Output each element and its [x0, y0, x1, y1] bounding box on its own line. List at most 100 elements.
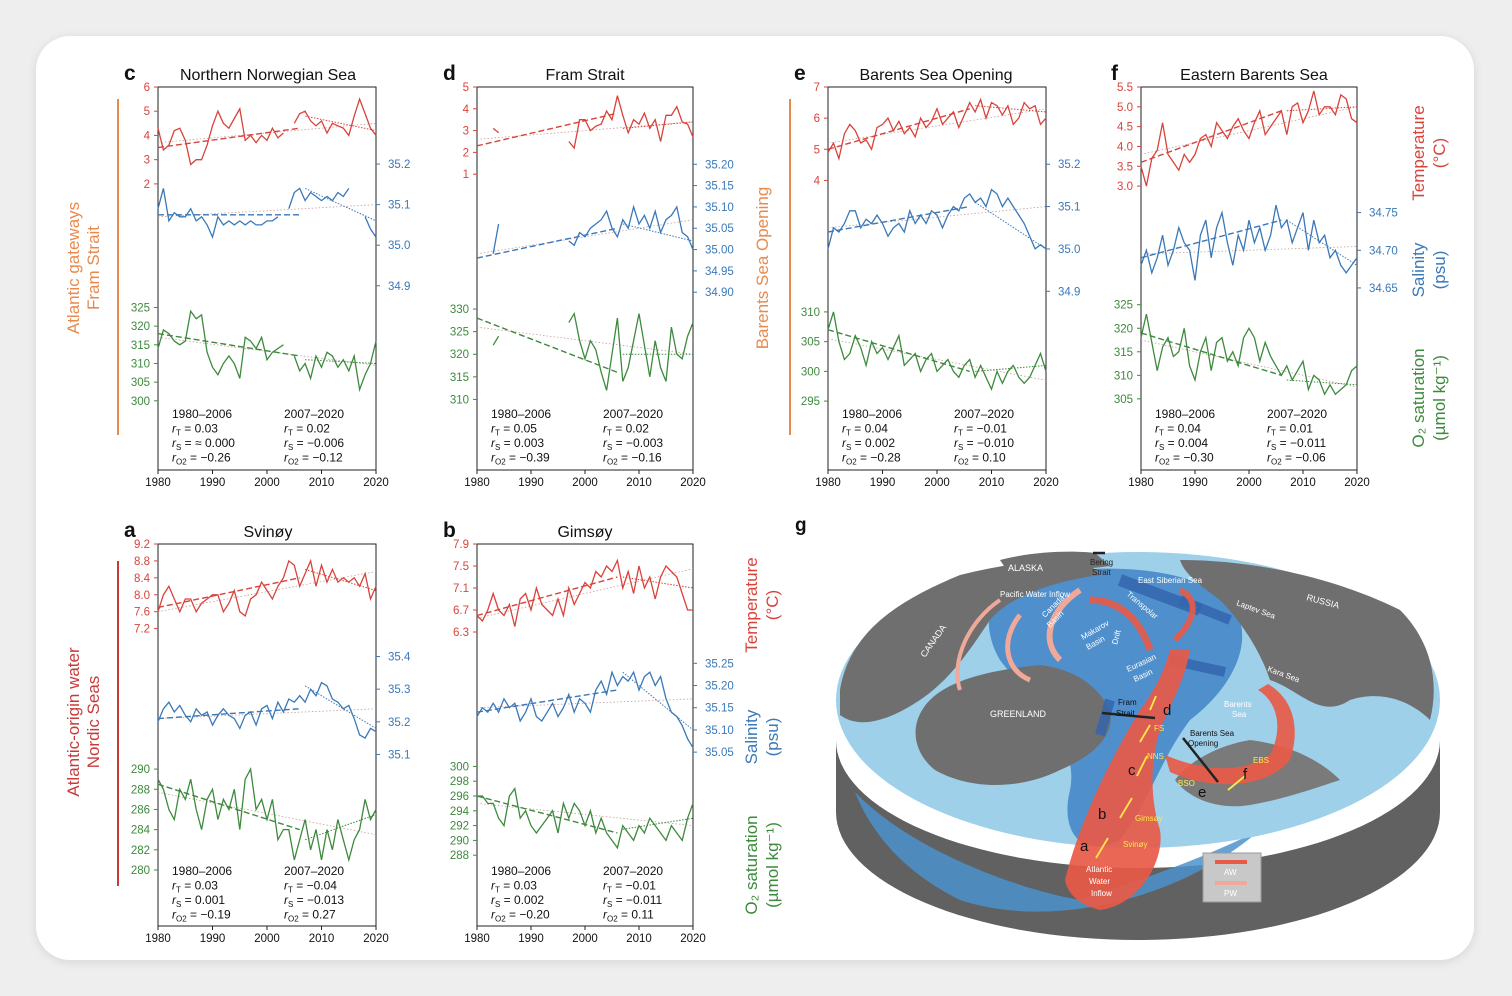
stats-col2-line: rT = −0.01 [603, 879, 656, 895]
oxygen-series-line [157, 767, 377, 863]
oxygen-tick-label: 305 [801, 337, 820, 349]
x-tick-label: 1990 [200, 933, 226, 945]
x-tick-label: 2020 [1033, 477, 1059, 489]
bering-label-2: Strait [1092, 568, 1111, 577]
temperature-series-line [827, 97, 1047, 161]
oxygen-trend-1980-2006 [157, 783, 300, 831]
panel-title: Gimsøy [557, 524, 612, 541]
salinity-tick-label: 35.10 [705, 202, 734, 214]
salinity-trend-2007-2020 [622, 223, 694, 242]
aw-inflow-arrow [1065, 650, 1190, 910]
temperature-label-bottom: Temperature [742, 557, 761, 652]
oxygen-tick-label: 286 [131, 804, 150, 816]
temperature-unit-bottom: (°C) [763, 590, 782, 620]
stats-col2-line: rS = −0.011 [603, 893, 662, 909]
atlantic-origin-label: Atlantic-origin water [64, 647, 83, 797]
stats-col1-line: 1980–2006 [1155, 407, 1215, 421]
salinity-tick-label: 34.9 [388, 281, 410, 293]
temperature-trend-1980-2006 [1140, 110, 1282, 163]
x-tick-label: 2010 [1290, 477, 1316, 489]
panel-title: Svinøy [244, 524, 293, 541]
salinity-tick-label: 35.2 [1058, 159, 1080, 171]
salinity-unit-top: (psu) [1430, 251, 1449, 290]
stats-col2-line: rO2 = 0.10 [954, 451, 1006, 467]
map-letter-d: d [1163, 702, 1171, 719]
salinity-trend-2007-2020 [304, 187, 377, 222]
stats-col2-line: rS = −0.013 [284, 893, 344, 909]
x-tick-label: 1980 [464, 477, 490, 489]
salinity-tick-label: 35.1 [388, 749, 410, 761]
alaska-label: ALASKA [1008, 563, 1043, 573]
salinity-tick-label: 35.05 [705, 223, 734, 235]
salinity-series-line [157, 681, 377, 739]
right-axis-labels-bottom: Temperature (°C) Salinity (psu) O₂ satur… [742, 557, 782, 914]
oxygen-series-line [1140, 313, 1358, 396]
oxygen-longterm-fit [157, 791, 377, 836]
panel-letter: e [794, 62, 806, 85]
bso-label-1: Barents Sea [1190, 729, 1235, 738]
salinity-longterm-fit [827, 206, 1047, 229]
temperature-trend-1980-2006 [827, 108, 970, 150]
atlantic-gateways-label: Atlantic gateways [64, 202, 83, 334]
bso-section [1182, 737, 1219, 783]
chart-panel-a: a Svinøy 1980 1990 2000 2010 2020 7.2 7.6 8.0 8.4 8… [124, 519, 411, 945]
stats-col1-line: 1980–2006 [491, 407, 551, 421]
oxygen-trend-1980-2006 [157, 332, 300, 357]
salinity-series-line [827, 188, 1047, 250]
panel-letter: c [124, 62, 136, 85]
stats-col1-line: rS = ≈ 0.000 [172, 436, 235, 452]
stats-col1-line: 1980–2006 [842, 407, 902, 421]
stats-col2-line: rT = 0.02 [284, 422, 330, 438]
pw-arrow-2 [1005, 613, 1032, 683]
aw-arctic-loop [1089, 596, 1154, 652]
temperature-tick-label: 3 [463, 126, 469, 138]
temperature-tick-label: 1 [463, 169, 469, 181]
salinity-series-line [476, 670, 694, 749]
salinity-tick-label: 35.2 [388, 159, 410, 171]
temperature-trend-1980-2006 [476, 576, 618, 617]
temperature-longterm-fit [1140, 106, 1358, 155]
barents-opening-group-label: Barents Sea Opening [753, 187, 772, 350]
map-land-alaska [1000, 551, 1110, 575]
oxygen-series-line [492, 311, 694, 391]
chart-panel-f: f Eastern Barents Sea 1980 1990 2000 2010 2020… [1111, 62, 1398, 489]
temperature-tick-label: 8.8 [134, 556, 150, 568]
oxygen-tick-label: 325 [1114, 300, 1133, 312]
temperature-trend-2007-2020 [622, 121, 694, 129]
temperature-tick-label: 4 [814, 175, 821, 187]
oxygen-tick-label: 290 [450, 835, 469, 847]
salinity-tick-label: 35.1 [1058, 202, 1080, 214]
temperature-longterm-fit [476, 121, 694, 140]
oxygen-unit-top: (µmol kg⁻¹) [1430, 355, 1449, 441]
salinity-tick-label: 35.20 [705, 159, 734, 171]
oxygen-tick-label: 282 [131, 845, 150, 857]
temperature-tick-label: 7.6 [134, 607, 150, 619]
salinity-tick-label: 35.2 [388, 717, 410, 729]
salinity-tick-label: 34.75 [1369, 208, 1398, 220]
temperature-tick-label: 5 [463, 82, 469, 94]
oxygen-tick-label: 325 [131, 302, 150, 314]
temperature-tick-label: 8.0 [134, 590, 150, 602]
oxygen-series-line [827, 311, 1047, 392]
temperature-tick-label: 7.9 [453, 539, 469, 551]
oxygen-tick-label: 288 [450, 850, 469, 862]
fram-outflow-arrow [1095, 698, 1115, 737]
x-tick-label: 2020 [363, 477, 389, 489]
salinity-tick-label: 35.05 [705, 747, 734, 759]
stats-col1-line: rO2 = −0.19 [172, 908, 231, 924]
x-tick-label: 2010 [979, 477, 1005, 489]
stats-col2-line: 2007–2020 [954, 407, 1014, 421]
stats-col2-line: 2007–2020 [284, 864, 344, 878]
stats-col2-line: rT = −0.01 [954, 422, 1007, 438]
salinity-trend-1980-2006 [1140, 219, 1282, 259]
temperature-series-line [157, 97, 377, 166]
salinity-trend-2007-2020 [622, 671, 694, 731]
temperature-series-line [157, 558, 377, 617]
right-axis-labels-top: Temperature (°C) Salinity (psu) O₂ satur… [1409, 105, 1449, 447]
fram-strait-group-label: Fram Strait [84, 226, 103, 310]
panel-title: Eastern Barents Sea [1180, 67, 1328, 84]
panel-title: Barents Sea Opening [860, 67, 1013, 84]
map-letter-e: e [1198, 784, 1206, 801]
salinity-trend-1980-2006 [827, 205, 970, 233]
stats-col2-line: rO2 = −0.06 [1267, 451, 1326, 467]
